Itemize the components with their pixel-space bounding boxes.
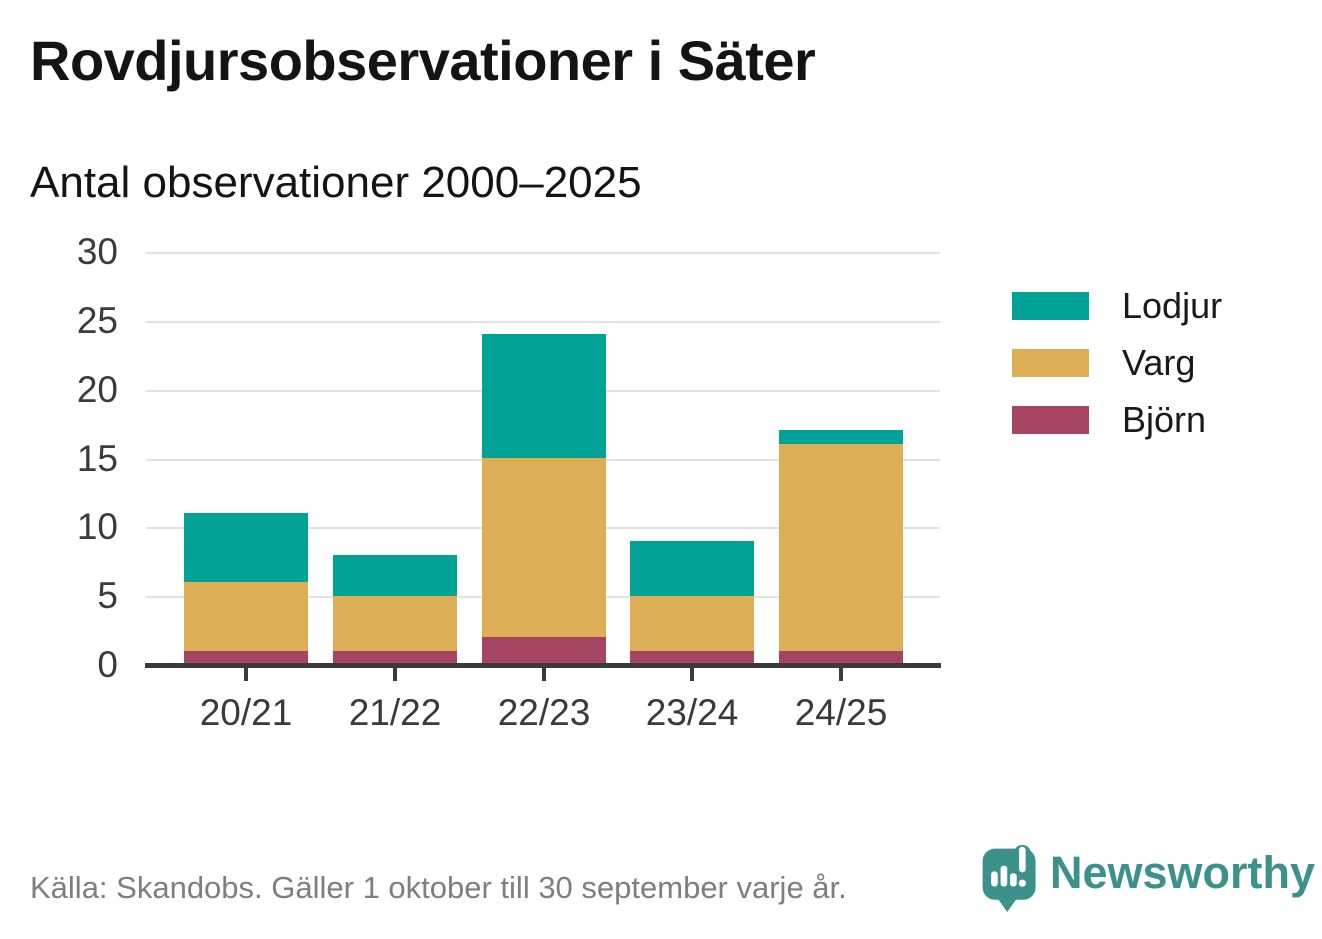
bar-segment-lodjur-21-22 [333, 555, 457, 596]
y-tick-label-15: 15 [76, 438, 118, 479]
bar-segment-bjorn-21-22 [333, 651, 457, 665]
legend-label: Lodjur [1122, 285, 1223, 326]
bar-segment-varg-23-24 [630, 596, 754, 651]
bar-segment-bjorn-20-21 [184, 651, 308, 665]
bar-segment-lodjur-23-24 [630, 541, 754, 596]
bar-segment-lodjur-24-25 [779, 430, 903, 444]
y-tick-label-30: 30 [76, 231, 118, 272]
x-tick-22-23 [542, 668, 546, 681]
x-tick-label-20-21: 20/21 [199, 692, 293, 733]
bar-segment-bjorn-22-23 [482, 637, 606, 665]
legend-row-bjorn: Björn [1012, 402, 1222, 438]
legend-label: Björn [1122, 399, 1207, 440]
legend-row-lodjur: Lodjur [1012, 288, 1222, 324]
bar-segment-varg-21-22 [333, 596, 457, 651]
bar-segment-varg-24-25 [779, 444, 903, 651]
x-tick-21-22 [393, 668, 397, 681]
bar-segment-bjorn-24-25 [779, 651, 903, 665]
source-note: Källa: Skandobs. Gäller 1 oktober till 3… [30, 870, 847, 905]
bar-segment-lodjur-22-23 [482, 334, 606, 458]
gridline-25 [146, 321, 940, 323]
x-axis-line [145, 663, 941, 668]
x-tick-label-21-22: 21/22 [348, 692, 442, 733]
legend-swatch-bjorn [1012, 406, 1089, 434]
bar-segment-lodjur-20-21 [184, 513, 308, 582]
y-tick-label-0: 0 [97, 644, 118, 685]
chart-subtitle: Antal observationer 2000–2025 [30, 158, 642, 207]
legend-label: Varg [1122, 342, 1196, 383]
y-tick-label-20: 20 [76, 369, 118, 410]
legend-swatch-lodjur [1012, 292, 1089, 320]
legend-row-varg: Varg [1012, 345, 1222, 381]
x-tick-23-24 [690, 668, 694, 681]
plot-area [146, 252, 940, 665]
x-tick-label-24-25: 24/25 [794, 692, 888, 733]
y-tick-label-5: 5 [97, 575, 118, 616]
newsworthy-brand: Newsworthy [982, 843, 1315, 913]
newsworthy-logo-text: Newsworthy [1050, 847, 1316, 898]
chart-title: Rovdjursobservationer i Säter [30, 29, 816, 92]
y-tick-label-25: 25 [76, 300, 118, 341]
newsworthy-logo-icon [982, 844, 1036, 913]
legend-swatch-varg [1012, 349, 1089, 377]
bar-segment-bjorn-23-24 [630, 651, 754, 665]
gridline-30 [146, 252, 940, 254]
legend: Lodjur Varg Björn [1012, 288, 1222, 463]
x-tick-20-21 [244, 668, 248, 681]
y-tick-label-10: 10 [76, 506, 118, 547]
bar-segment-varg-20-21 [184, 582, 308, 651]
x-tick-label-23-24: 23/24 [645, 692, 739, 733]
x-tick-24-25 [839, 668, 843, 681]
bar-segment-varg-22-23 [482, 458, 606, 637]
x-tick-label-22-23: 22/23 [497, 692, 591, 733]
